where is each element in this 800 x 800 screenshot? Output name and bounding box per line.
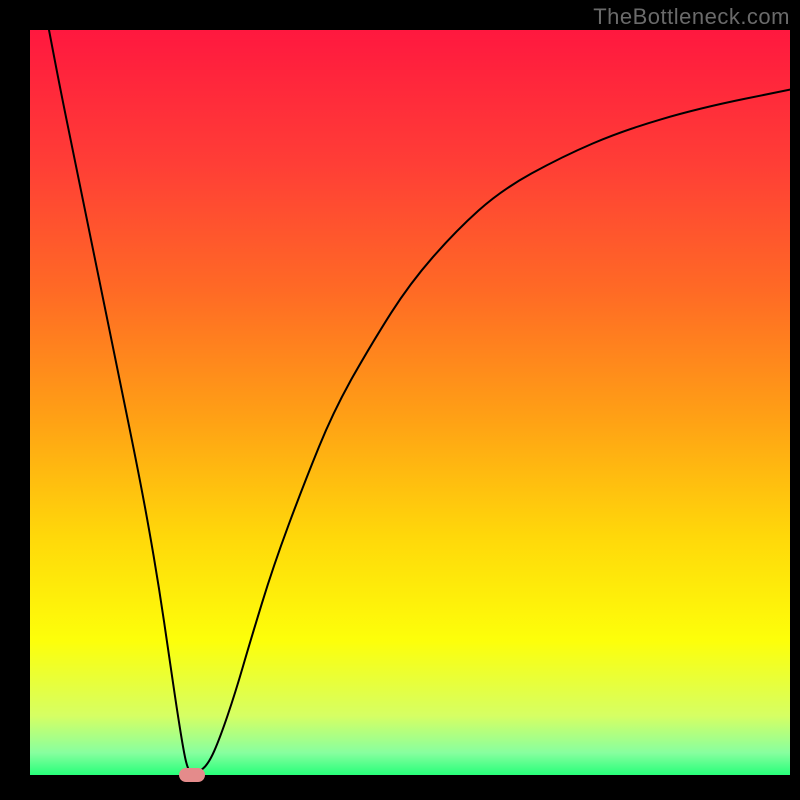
chart-svg [30,30,790,775]
watermark-text: TheBottleneck.com [593,4,790,30]
plot-area [30,30,790,775]
optimal-point-marker [179,768,205,782]
chart-container: TheBottleneck.com [0,0,800,800]
gradient-bg [30,30,790,775]
